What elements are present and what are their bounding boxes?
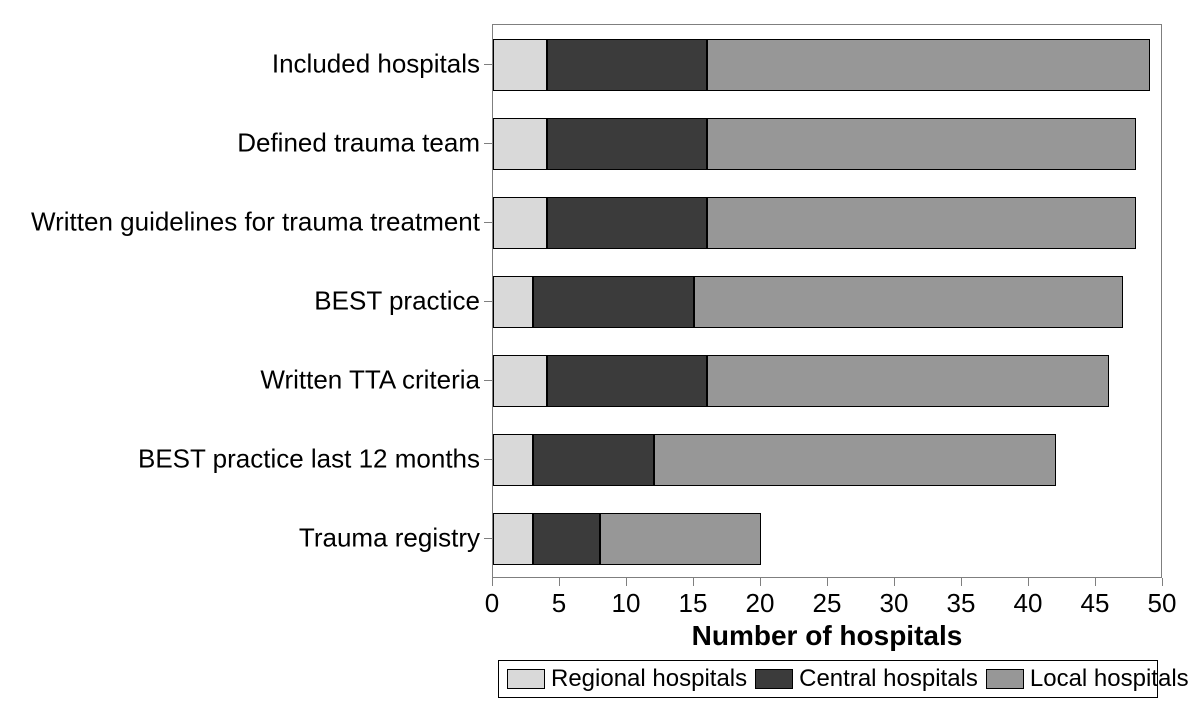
legend-swatch <box>507 669 545 689</box>
x-tick-label: 50 <box>1148 588 1177 619</box>
x-tick-mark <box>760 578 761 586</box>
bar-segment <box>547 355 708 407</box>
legend-item: Central hospitals <box>755 665 978 693</box>
y-tick-label: Trauma registry <box>299 523 480 554</box>
x-tick-label: 25 <box>813 588 842 619</box>
bar-row <box>493 197 1161 249</box>
y-tick-mark <box>484 222 492 223</box>
bar-row <box>493 513 1161 565</box>
y-tick-mark <box>484 380 492 381</box>
x-tick-mark <box>1162 578 1163 586</box>
bar-segment <box>547 118 708 170</box>
x-tick-mark <box>1095 578 1096 586</box>
x-tick-label: 35 <box>947 588 976 619</box>
bar-segment <box>493 39 547 91</box>
legend-item: Local hospitals <box>986 665 1189 693</box>
x-tick-mark <box>827 578 828 586</box>
x-tick-label: 20 <box>746 588 775 619</box>
y-tick-label: Written TTA criteria <box>260 365 480 396</box>
x-tick-label: 15 <box>679 588 708 619</box>
y-tick-mark <box>484 64 492 65</box>
legend-label: Central hospitals <box>799 665 978 693</box>
x-tick-label: 45 <box>1081 588 1110 619</box>
plot-area <box>492 24 1162 578</box>
x-tick-label: 5 <box>552 588 566 619</box>
bar-segment <box>493 197 547 249</box>
bar-segment <box>533 276 694 328</box>
x-tick-mark <box>626 578 627 586</box>
bar-segment <box>493 355 547 407</box>
x-tick-label: 0 <box>485 588 499 619</box>
bar-row <box>493 434 1161 486</box>
x-tick-label: 40 <box>1014 588 1043 619</box>
bar-segment <box>493 434 533 486</box>
bar-row <box>493 118 1161 170</box>
bar-segment <box>707 39 1149 91</box>
legend-item: Regional hospitals <box>507 665 747 693</box>
y-tick-mark <box>484 301 492 302</box>
x-tick-mark <box>693 578 694 586</box>
bar-segment <box>547 39 708 91</box>
y-tick-label: Defined trauma team <box>237 127 480 158</box>
bar-segment <box>493 118 547 170</box>
bar-row <box>493 39 1161 91</box>
y-tick-label: Written guidelines for trauma treatment <box>31 206 480 237</box>
y-tick-mark <box>484 143 492 144</box>
y-tick-label: BEST practice <box>314 286 480 317</box>
legend-label: Regional hospitals <box>551 665 747 693</box>
bar-segment <box>547 197 708 249</box>
bar-segment <box>707 197 1136 249</box>
bar-segment <box>654 434 1056 486</box>
bar-segment <box>533 434 654 486</box>
legend-swatch <box>755 669 793 689</box>
x-tick-label: 10 <box>612 588 641 619</box>
y-tick-label: Included hospitals <box>272 48 480 79</box>
x-tick-mark <box>961 578 962 586</box>
y-tick-mark <box>484 538 492 539</box>
legend: Regional hospitalsCentral hospitalsLocal… <box>498 660 1158 698</box>
x-tick-mark <box>492 578 493 586</box>
x-tick-mark <box>559 578 560 586</box>
legend-swatch <box>986 669 1024 689</box>
bar-segment <box>600 513 761 565</box>
bar-segment <box>533 513 600 565</box>
bar-segment <box>694 276 1123 328</box>
chart-container: Included hospitals Defined trauma team Wri… <box>0 0 1200 709</box>
x-tick-mark <box>1028 578 1029 586</box>
bar-row <box>493 355 1161 407</box>
x-tick-mark <box>894 578 895 586</box>
y-tick-label: BEST practice last 12 months <box>138 444 480 475</box>
bar-row <box>493 276 1161 328</box>
x-axis-title: Number of hospitals <box>692 620 963 652</box>
y-tick-mark <box>484 459 492 460</box>
bar-segment <box>707 118 1136 170</box>
legend-label: Local hospitals <box>1030 665 1189 693</box>
bar-segment <box>707 355 1109 407</box>
bar-segment <box>493 276 533 328</box>
bar-segment <box>493 513 533 565</box>
x-tick-label: 30 <box>880 588 909 619</box>
